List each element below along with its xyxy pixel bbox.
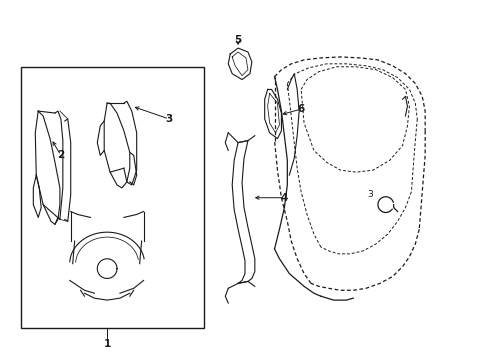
Text: 3: 3 — [366, 190, 372, 199]
Text: 4: 4 — [280, 193, 287, 203]
Bar — [21, 67, 203, 328]
Text: 3: 3 — [165, 114, 172, 124]
Text: 2: 2 — [57, 150, 64, 161]
Text: 6: 6 — [297, 104, 304, 114]
Text: 1: 1 — [103, 339, 111, 350]
Text: 5: 5 — [234, 35, 241, 45]
